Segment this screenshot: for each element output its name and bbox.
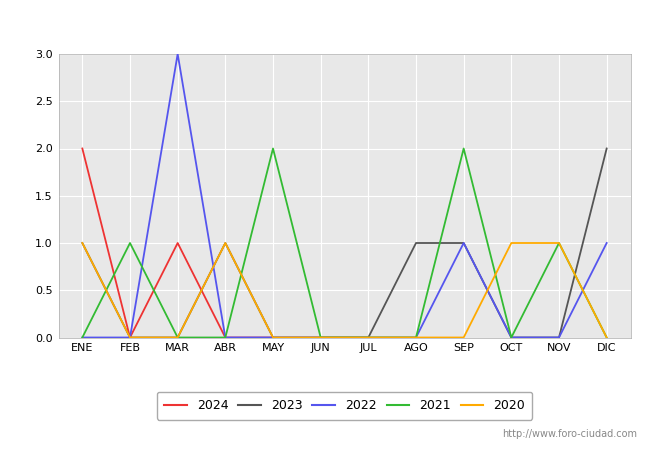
Text: http://www.foro-ciudad.com: http://www.foro-ciudad.com	[502, 429, 637, 439]
Legend: 2024, 2023, 2022, 2021, 2020: 2024, 2023, 2022, 2021, 2020	[157, 392, 532, 420]
Text: Matriculaciones de Vehiculos en Guarrate: Matriculaciones de Vehiculos en Guarrate	[152, 16, 498, 34]
